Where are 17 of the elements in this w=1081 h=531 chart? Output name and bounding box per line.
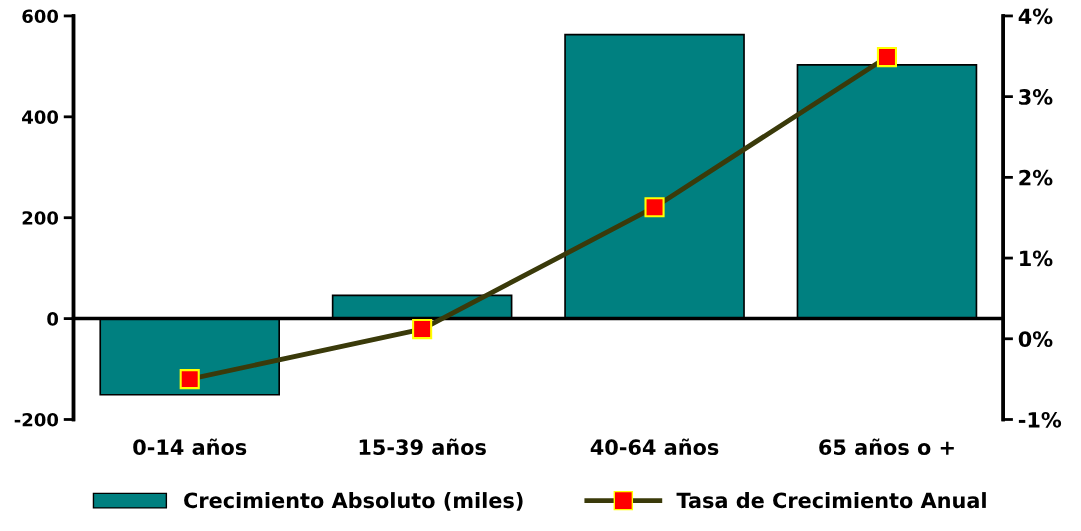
y-tick-label: 400	[22, 110, 59, 124]
y2-tick-label: 2%	[1019, 169, 1053, 186]
y-tick-label: 0	[47, 312, 59, 326]
y2-tick-label: 1%	[1020, 250, 1053, 267]
legend-label: Tasa de Crecimiento Anual	[676, 492, 986, 509]
legend-label: Crecimiento Absoluto (miles)	[184, 492, 523, 511]
y-tick-label: 600	[22, 9, 59, 24]
x-tick-label: 65 años o +	[819, 438, 954, 456]
y2-tick-label: 3%	[1019, 89, 1053, 105]
y2-tick-label: -1%	[1018, 411, 1062, 428]
y2-tick-label: 0%	[1018, 331, 1053, 347]
y-tick-label: -200	[14, 412, 59, 427]
x-tick-label: 15-39 años	[359, 438, 486, 456]
y2-tick-label: 4%	[1018, 8, 1053, 25]
x-tick-label: 40-64 años	[590, 438, 719, 456]
y-tick-label: 200	[22, 211, 59, 225]
x-tick-label: 0-14 años	[133, 438, 247, 456]
